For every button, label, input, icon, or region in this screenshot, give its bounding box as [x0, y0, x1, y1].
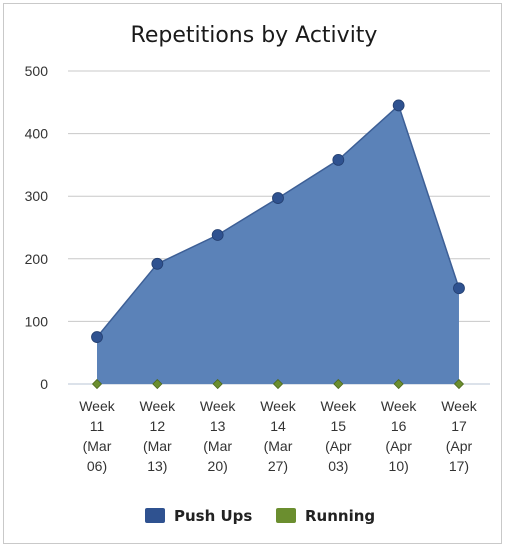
- y-tick-label-0: 0: [40, 376, 48, 392]
- legend-swatch-0: [145, 508, 165, 523]
- series-markers: [91, 99, 465, 390]
- y-tick-label-200: 200: [25, 251, 49, 267]
- point-running-6: [453, 378, 465, 390]
- point-running-1: [152, 378, 163, 390]
- x-tick-label-0: Week 11 (Mar 06): [79, 398, 116, 474]
- y-tick-label-500: 500: [25, 63, 49, 79]
- point-push-ups-3: [272, 192, 284, 204]
- point-push-ups-1: [151, 257, 164, 270]
- x-tick-label-5: Week 16 (Apr 10): [381, 398, 418, 474]
- x-tick-label-6: Week 17 (Apr 17): [441, 398, 478, 474]
- point-running-2: [212, 378, 223, 390]
- point-push-ups-2: [211, 229, 224, 241]
- y-tick-label-400: 400: [25, 126, 49, 142]
- legend-swatch-1: [276, 508, 296, 523]
- y-axis: 0 100 200 300 400 500: [25, 63, 49, 392]
- point-push-ups-0: [91, 331, 103, 343]
- x-tick-label-2: Week 13 (Mar 20): [200, 398, 237, 474]
- chart-title: Repetitions by Activity: [131, 23, 378, 48]
- legend: Push Ups Running: [145, 507, 375, 525]
- legend-label-1: Running: [305, 507, 375, 525]
- point-running-5: [393, 378, 404, 390]
- point-push-ups-6: [453, 282, 465, 295]
- area-push-ups: [97, 105, 459, 385]
- y-tick-label-100: 100: [25, 313, 49, 329]
- legend-label-0: Push Ups: [174, 507, 252, 525]
- x-tick-label-4: Week 15 (Apr 03): [321, 398, 358, 474]
- y-tick-label-300: 300: [25, 188, 49, 204]
- x-tick-label-1: Week 12 (Mar 13): [140, 398, 177, 474]
- point-running-0: [91, 378, 103, 390]
- x-tick-label-3: Week 14 (Mar 27): [260, 398, 297, 474]
- x-axis: Week 11 (Mar 06) Week 12 (Mar 13) Week 13 (Mar 20) W…: [79, 398, 478, 474]
- point-push-ups-5: [392, 99, 405, 112]
- point-running-4: [333, 378, 344, 390]
- series-areas: [96, 104, 460, 385]
- point-push-ups-4: [332, 153, 345, 166]
- point-running-3: [272, 378, 284, 390]
